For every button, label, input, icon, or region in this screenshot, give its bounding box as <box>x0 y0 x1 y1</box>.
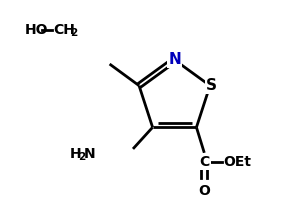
Text: 2: 2 <box>71 28 78 38</box>
Text: C: C <box>199 155 209 169</box>
Text: H: H <box>70 147 81 161</box>
Text: N: N <box>168 52 181 67</box>
Text: N: N <box>84 147 96 161</box>
Text: 2: 2 <box>78 152 86 162</box>
Text: HO: HO <box>25 23 48 37</box>
Text: OEt: OEt <box>223 155 251 169</box>
Text: O: O <box>198 184 210 198</box>
Text: CH: CH <box>53 23 75 37</box>
Text: S: S <box>205 78 216 93</box>
